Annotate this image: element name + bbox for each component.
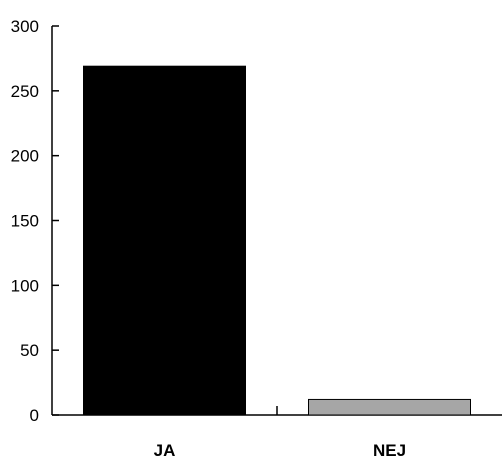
y-tick-label: 150 — [11, 212, 39, 231]
y-axis-ticks: 0 50 100 150 200 250 300 — [11, 17, 59, 425]
x-category-label: JA — [154, 441, 176, 460]
y-tick-label: 200 — [11, 147, 39, 166]
y-tick-label: 50 — [20, 341, 39, 360]
x-axis-labels: JA NEJ — [154, 441, 406, 460]
bar-nej — [308, 398, 471, 416]
y-tick-label: 100 — [11, 276, 39, 295]
y-tick-label: 300 — [11, 17, 39, 36]
bar-ja — [83, 65, 246, 416]
y-tick-label: 250 — [11, 82, 39, 101]
chart-bars — [83, 65, 471, 416]
y-tick-label: 0 — [30, 406, 39, 425]
x-category-label: NEJ — [373, 441, 406, 460]
